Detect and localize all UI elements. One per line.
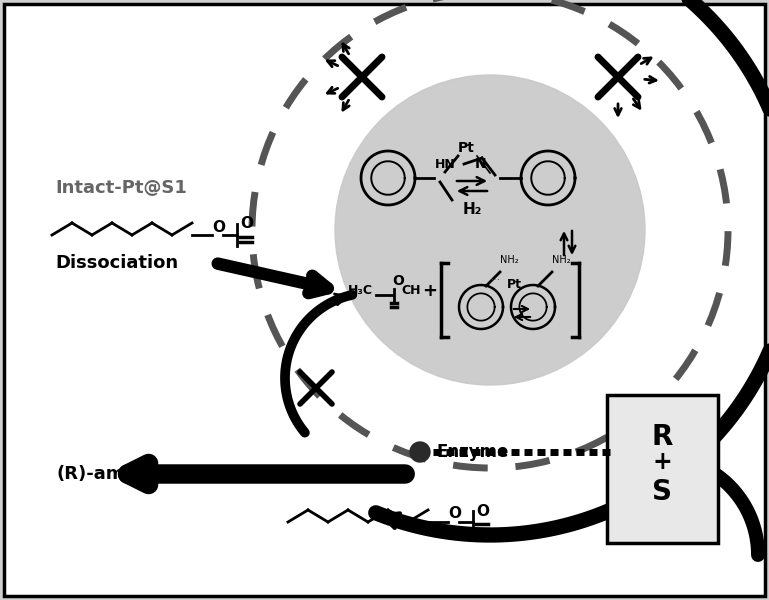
Text: ...: ... (490, 272, 501, 282)
Text: Enzyme: Enzyme (437, 443, 509, 461)
Text: O: O (240, 217, 253, 232)
Text: HN: HN (435, 157, 456, 170)
Circle shape (410, 442, 430, 462)
Text: +: + (652, 450, 672, 474)
Text: H₂: H₂ (462, 202, 481, 217)
Text: O: O (212, 220, 225, 235)
Text: Intact-Pt@S1: Intact-Pt@S1 (55, 179, 187, 197)
Text: H₃C: H₃C (348, 284, 373, 298)
Circle shape (335, 75, 645, 385)
Text: +: + (422, 282, 437, 300)
FancyBboxPatch shape (4, 4, 765, 596)
Text: NH₂: NH₂ (552, 255, 571, 265)
Text: NH₂: NH₂ (500, 255, 518, 265)
Text: CH: CH (401, 284, 421, 298)
Text: (R)-amide: (R)-amide (57, 465, 157, 483)
FancyBboxPatch shape (607, 395, 718, 543)
Text: O: O (476, 503, 489, 518)
Text: Dissociation: Dissociation (55, 254, 178, 272)
Text: N: N (475, 157, 487, 171)
Text: Pt: Pt (507, 278, 522, 292)
Text: O: O (392, 274, 404, 288)
Text: O: O (448, 506, 461, 521)
Text: S: S (652, 478, 672, 506)
Text: R: R (651, 423, 673, 451)
Text: Pt: Pt (458, 141, 475, 155)
